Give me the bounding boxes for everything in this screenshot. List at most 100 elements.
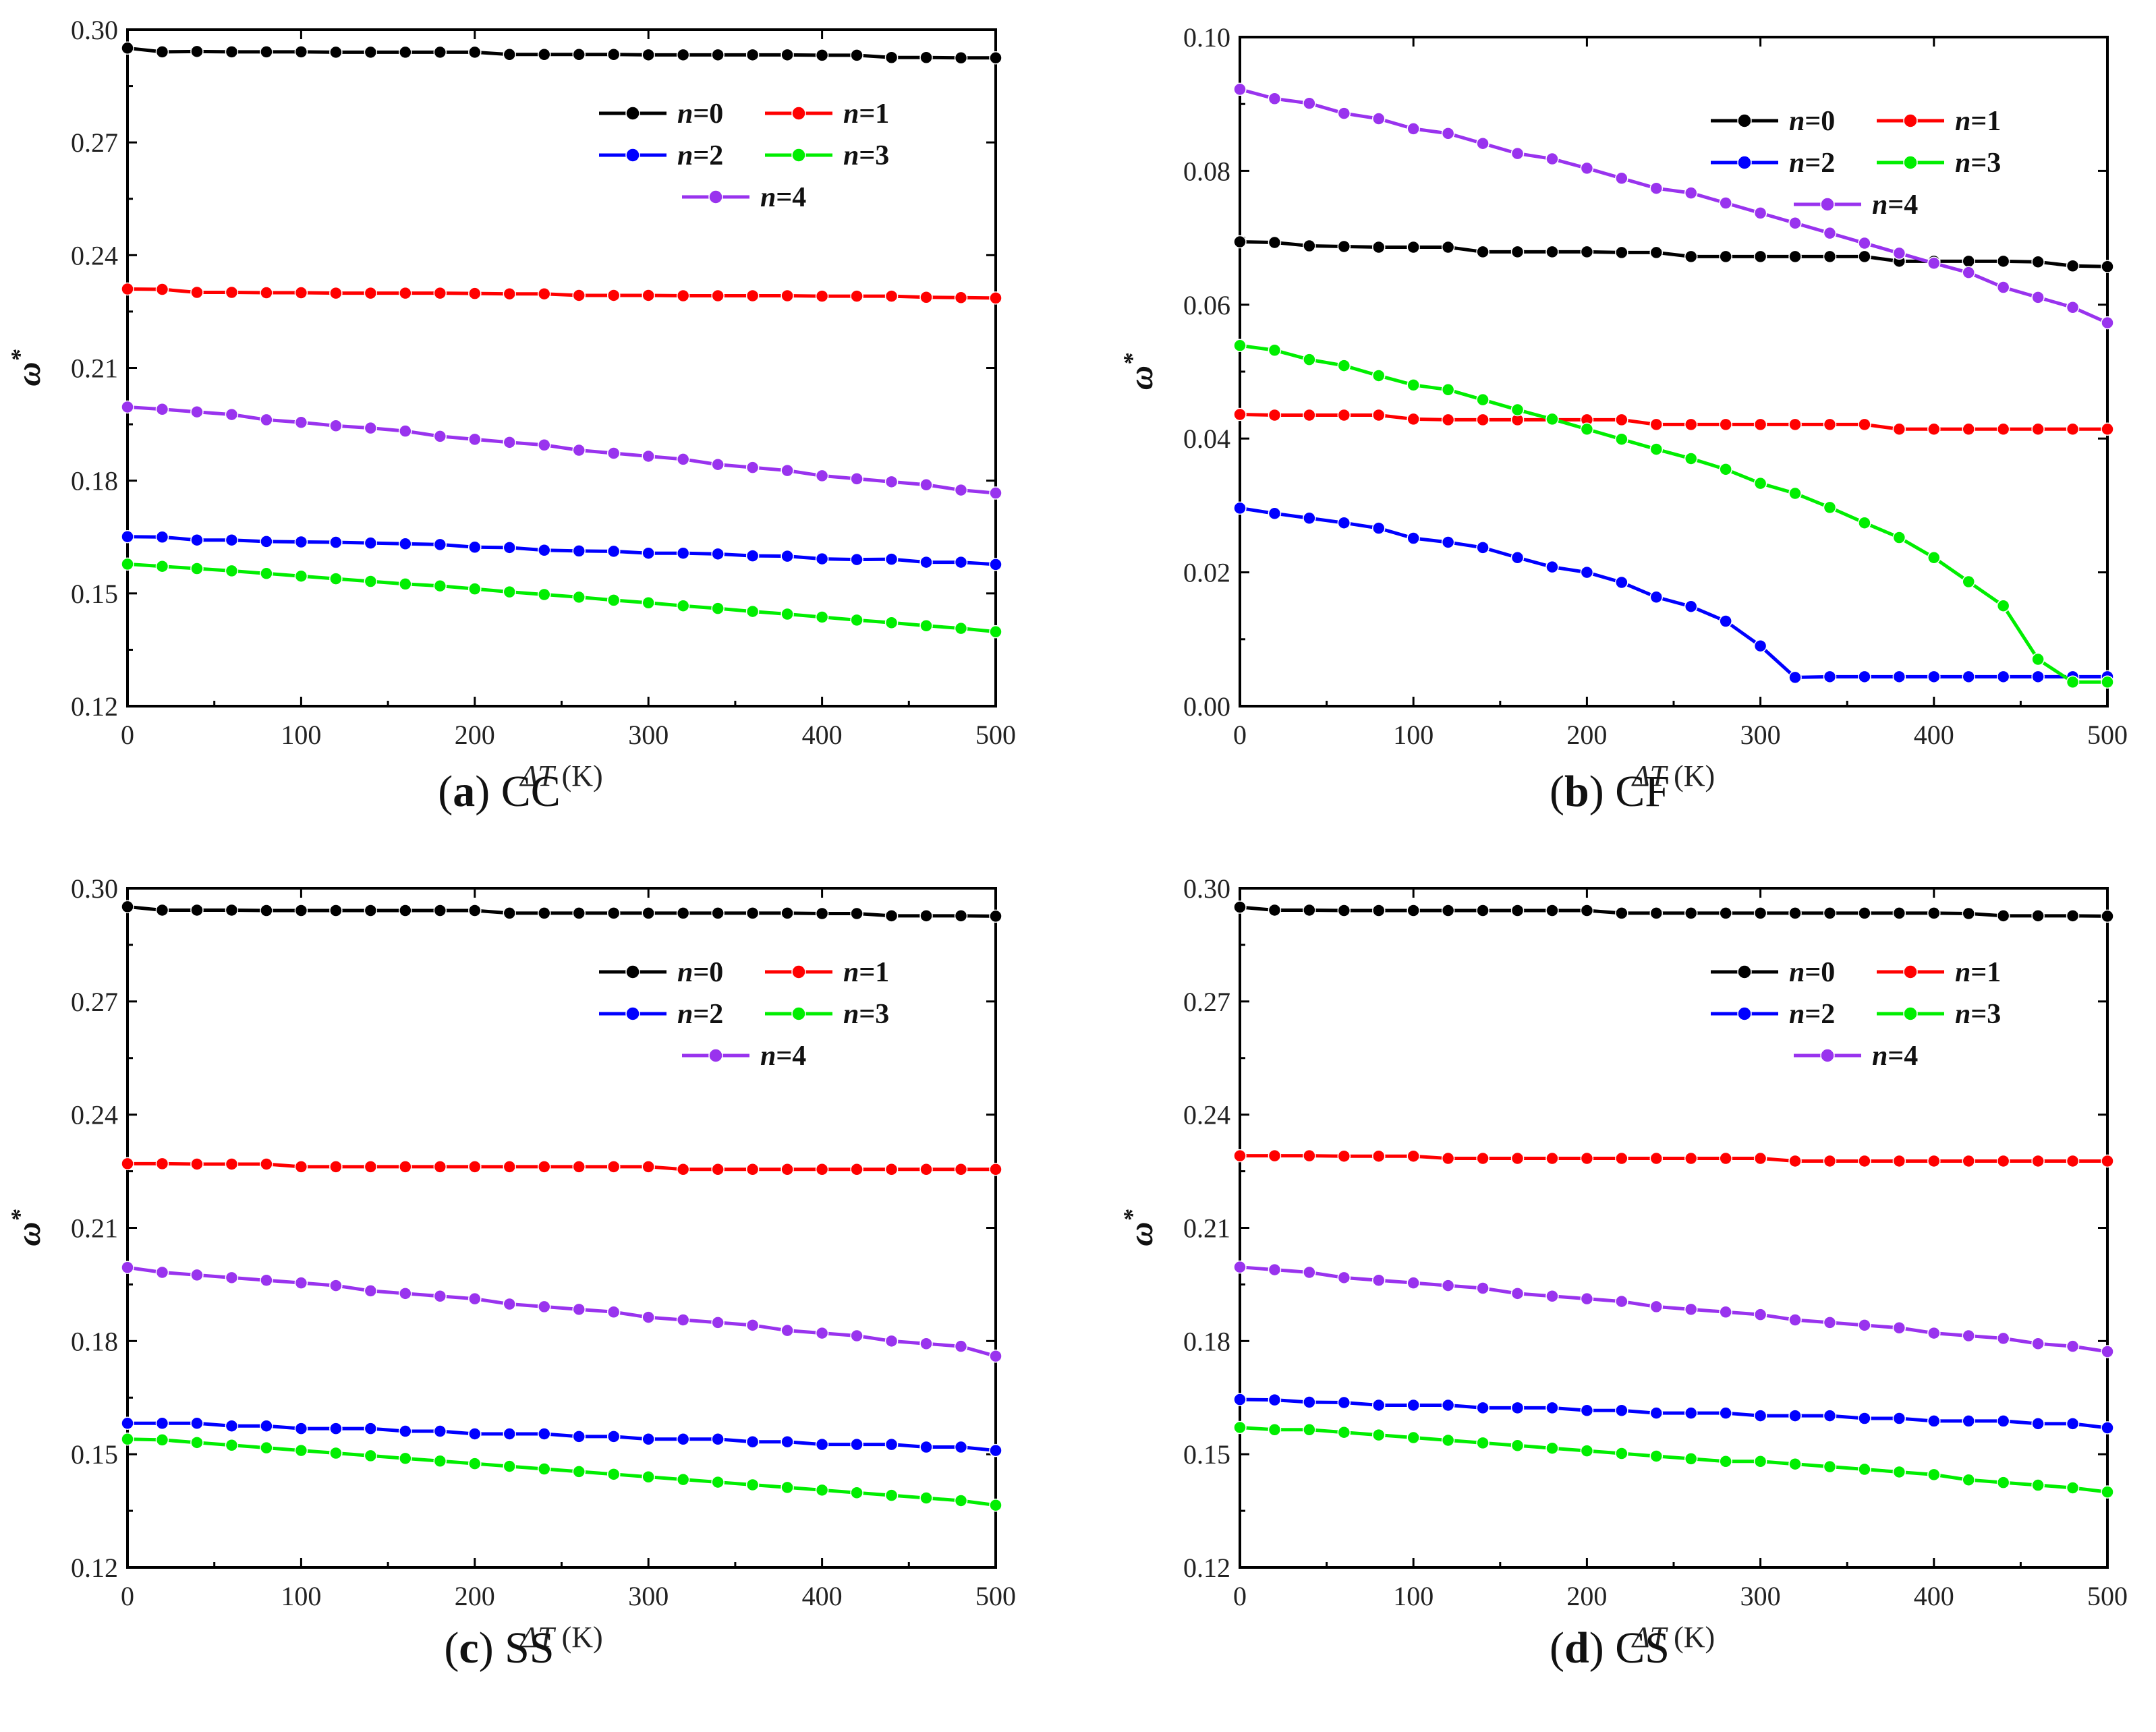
data-point [1545, 1401, 1559, 1415]
data-point [2066, 1417, 2080, 1431]
x-tick-label: 100 [281, 1581, 321, 1611]
data-point [225, 903, 239, 917]
legend-entry: n=1 [765, 957, 889, 988]
data-point [1892, 670, 1906, 684]
y-tick-label: 0.24 [1183, 1100, 1230, 1130]
data-point [2031, 1417, 2045, 1431]
x-tick-label: 500 [975, 1581, 1016, 1611]
data-point [1441, 127, 1455, 140]
y-tick-label: 0.15 [71, 1439, 118, 1470]
data-point [1545, 904, 1559, 917]
data-point [1823, 500, 1837, 515]
data-point [121, 557, 134, 571]
series-line [1239, 343, 2107, 684]
data-point [1753, 250, 1767, 264]
data-point [1927, 906, 1941, 920]
legend-entry: n=1 [765, 98, 889, 129]
data-point [954, 1440, 968, 1454]
data-point [676, 1163, 690, 1176]
data-point [1476, 1436, 1490, 1450]
data-point [225, 1419, 239, 1433]
data-point [433, 286, 447, 300]
data-point [1615, 906, 1628, 920]
data-point [676, 453, 690, 466]
data-point [1858, 1412, 1871, 1425]
y-tick-label: 0.30 [1183, 873, 1230, 904]
data-point [1788, 1154, 1802, 1168]
data-point [1268, 1149, 1282, 1163]
data-point [919, 290, 933, 304]
data-point [190, 533, 204, 547]
data-point [1996, 909, 2010, 923]
data-point [572, 544, 586, 558]
data-point [2031, 1154, 2045, 1168]
data-point [815, 906, 829, 921]
x-axis-unit: (K) [1666, 759, 1715, 792]
legend-swatch-marker [1903, 113, 1918, 128]
data-point [399, 1424, 412, 1438]
data-point [781, 1435, 794, 1449]
data-point [1684, 1302, 1698, 1317]
series-line [127, 1265, 996, 1358]
data-point [2031, 291, 2045, 304]
data-point [433, 1290, 447, 1303]
data-point [121, 1157, 134, 1171]
data-point [1441, 904, 1455, 917]
data-point [884, 475, 899, 489]
data-point [399, 1287, 412, 1300]
data-point [884, 1163, 899, 1176]
data-point [1927, 551, 1941, 565]
data-point [1858, 1154, 1871, 1168]
caption-panel-a: (a) CC [438, 767, 561, 816]
data-point [1337, 1149, 1351, 1163]
data-point [676, 1472, 690, 1486]
data-point [1996, 1331, 2010, 1346]
caption-panel-b: (b) CF [1550, 767, 1670, 816]
data-point [676, 289, 690, 303]
data-point [711, 1316, 725, 1329]
legend-label: n=0 [677, 98, 723, 129]
data-point [1580, 1444, 1594, 1457]
data-point [364, 536, 378, 550]
data-point [1407, 1431, 1420, 1445]
data-point [1615, 575, 1628, 589]
legend-entry: n=3 [765, 999, 889, 1030]
data-point [225, 533, 239, 547]
data-point [1858, 417, 1871, 432]
data-point [989, 558, 1002, 571]
data-point [676, 599, 690, 612]
data-point [329, 1422, 343, 1435]
data-point [572, 289, 586, 302]
data-point [2101, 675, 2114, 689]
data-point [1233, 1149, 1247, 1163]
data-point [1337, 359, 1351, 372]
data-point [190, 903, 204, 917]
x-axis-label: ΔT (K) [519, 759, 602, 792]
data-point [1719, 250, 1732, 264]
data-point [1615, 1151, 1628, 1165]
data-point [1545, 1151, 1559, 1165]
y-tick-label: 0.00 [1183, 691, 1230, 722]
data-point [364, 421, 378, 435]
legend-label: n=2 [677, 999, 723, 1030]
data-point [1545, 245, 1559, 259]
x-tick-label: 0 [121, 720, 134, 750]
series-n=4 [121, 400, 1002, 500]
data-point [155, 403, 169, 416]
caption-text: CC [501, 767, 561, 816]
data-point [1892, 906, 1906, 920]
data-point [468, 45, 482, 59]
data-point [954, 555, 968, 569]
data-point [815, 289, 829, 303]
data-point [781, 1163, 794, 1176]
x-tick-label: 200 [455, 720, 495, 750]
data-point [1649, 181, 1664, 195]
data-point [1962, 266, 1975, 279]
data-point [468, 432, 482, 446]
data-point [433, 579, 447, 593]
data-point [1510, 1151, 1525, 1165]
data-point [989, 625, 1002, 639]
data-point [1407, 1149, 1420, 1163]
data-point [642, 1433, 655, 1446]
data-point [1927, 1414, 1941, 1428]
